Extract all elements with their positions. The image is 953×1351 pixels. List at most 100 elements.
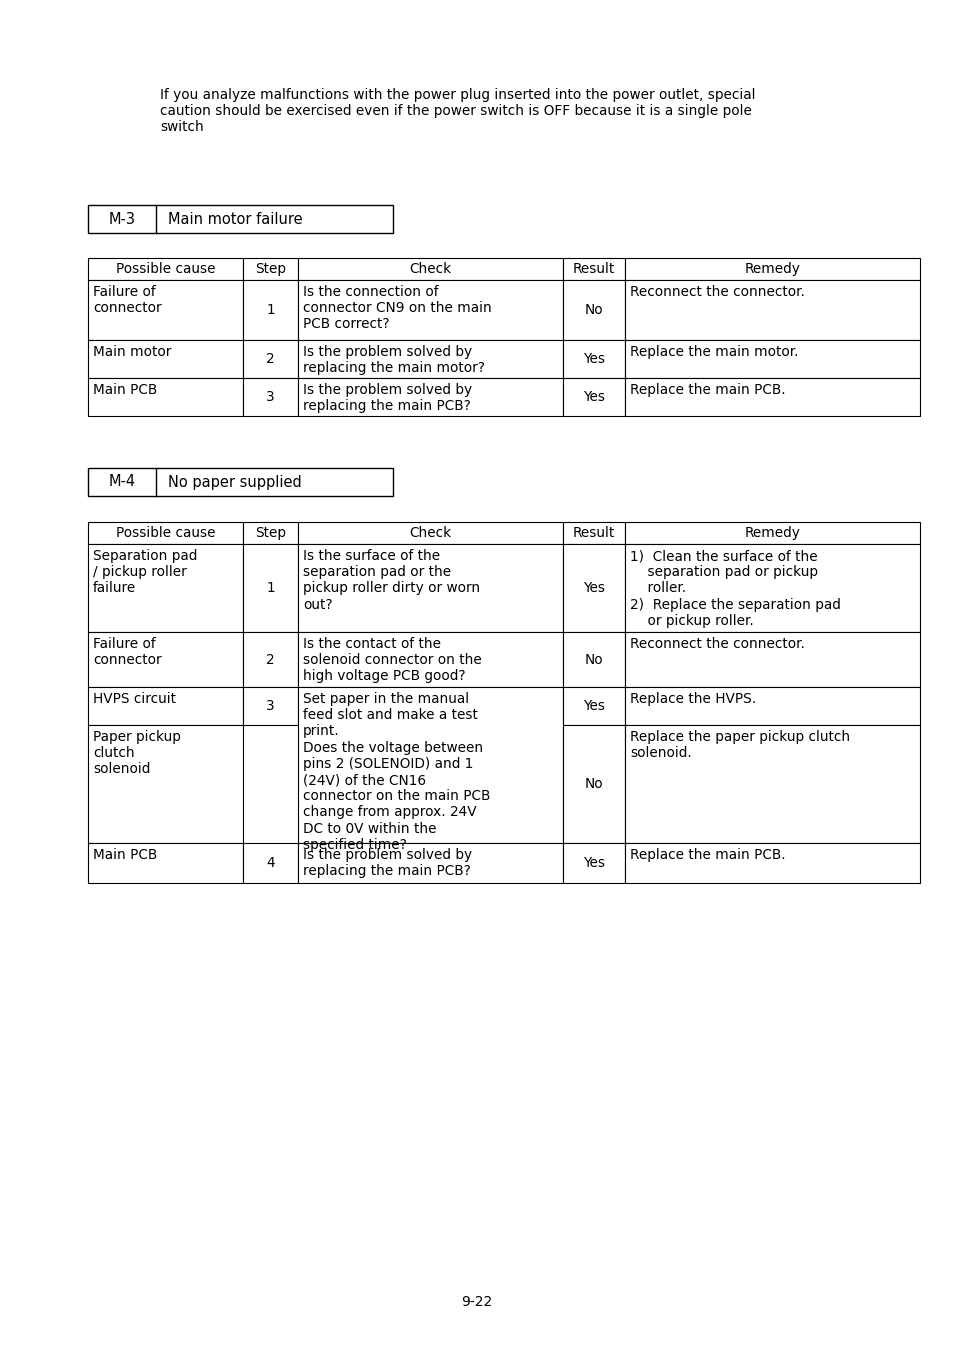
Text: Separation pad
/ pickup roller
failure: Separation pad / pickup roller failure	[92, 549, 197, 596]
Text: 4: 4	[266, 857, 274, 870]
Bar	[562, 340, 624, 378]
Text: Step: Step	[254, 262, 286, 276]
Text: Is the problem solved by
replacing the main PCB?: Is the problem solved by replacing the m…	[303, 848, 472, 878]
Text: Check: Check	[409, 262, 451, 276]
Bar	[562, 544, 624, 632]
Bar	[297, 632, 562, 688]
Bar	[297, 544, 562, 632]
Text: Is the surface of the
separation pad or the
pickup roller dirty or worn
out?: Is the surface of the separation pad or …	[303, 549, 479, 612]
Text: 1: 1	[266, 303, 274, 317]
Bar	[88, 340, 243, 378]
Text: Main PCB: Main PCB	[92, 382, 157, 397]
Text: Main motor failure: Main motor failure	[168, 212, 302, 227]
Bar	[243, 340, 297, 378]
Text: Is the problem solved by
replacing the main motor?: Is the problem solved by replacing the m…	[303, 345, 484, 376]
Bar	[562, 258, 624, 280]
Text: Result: Result	[572, 526, 615, 540]
Text: Yes: Yes	[582, 353, 604, 366]
Text: 9-22: 9-22	[461, 1296, 492, 1309]
Bar	[88, 843, 243, 884]
Text: Main motor: Main motor	[92, 345, 172, 359]
Text: Is the problem solved by
replacing the main PCB?: Is the problem solved by replacing the m…	[303, 382, 472, 413]
Text: Possible cause: Possible cause	[115, 262, 215, 276]
Bar	[624, 340, 919, 378]
Bar	[88, 258, 243, 280]
Text: M-3: M-3	[109, 212, 135, 227]
Text: Yes: Yes	[582, 698, 604, 713]
Text: No: No	[584, 303, 602, 317]
Text: 1)  Clean the surface of the
    separation pad or pickup
    roller.
2)  Replac: 1) Clean the surface of the separation p…	[629, 549, 840, 628]
Bar	[297, 280, 562, 340]
Bar	[297, 378, 562, 416]
Bar	[243, 688, 297, 725]
Text: Result: Result	[572, 262, 615, 276]
Bar	[88, 280, 243, 340]
Bar	[624, 688, 919, 725]
Text: Possible cause: Possible cause	[115, 526, 215, 540]
Text: Remedy: Remedy	[743, 262, 800, 276]
Text: Failure of
connector: Failure of connector	[92, 638, 161, 667]
Text: Replace the main motor.: Replace the main motor.	[629, 345, 798, 359]
Text: 2: 2	[266, 653, 274, 666]
Text: Yes: Yes	[582, 581, 604, 594]
Text: Replace the main PCB.: Replace the main PCB.	[629, 382, 785, 397]
Bar	[624, 378, 919, 416]
Bar	[243, 544, 297, 632]
Bar	[562, 521, 624, 544]
Text: Failure of
connector: Failure of connector	[92, 285, 161, 315]
Bar	[243, 378, 297, 416]
Text: Paper pickup
clutch
solenoid: Paper pickup clutch solenoid	[92, 730, 181, 777]
Bar	[243, 258, 297, 280]
Text: Yes: Yes	[582, 390, 604, 404]
Bar	[243, 632, 297, 688]
Bar	[88, 632, 243, 688]
Bar	[88, 688, 243, 725]
Text: 2: 2	[266, 353, 274, 366]
Bar	[562, 378, 624, 416]
Bar	[297, 258, 562, 280]
Text: M-4: M-4	[109, 474, 135, 489]
Text: Replace the HVPS.: Replace the HVPS.	[629, 692, 756, 707]
Text: Main PCB: Main PCB	[92, 848, 157, 862]
Bar	[243, 521, 297, 544]
Text: Remedy: Remedy	[743, 526, 800, 540]
Bar	[297, 521, 562, 544]
Text: No: No	[584, 653, 602, 666]
Bar	[624, 258, 919, 280]
Bar	[624, 843, 919, 884]
Text: Replace the paper pickup clutch
solenoid.: Replace the paper pickup clutch solenoid…	[629, 730, 849, 761]
Text: Is the contact of the
solenoid connector on the
high voltage PCB good?: Is the contact of the solenoid connector…	[303, 638, 481, 684]
Text: 3: 3	[266, 698, 274, 713]
Bar	[297, 340, 562, 378]
Text: 1: 1	[266, 581, 274, 594]
Bar	[624, 280, 919, 340]
Text: If you analyze malfunctions with the power plug inserted into the power outlet, : If you analyze malfunctions with the pow…	[160, 88, 755, 101]
Bar	[562, 632, 624, 688]
Text: Reconnect the connector.: Reconnect the connector.	[629, 638, 804, 651]
Text: switch: switch	[160, 120, 204, 134]
Bar	[243, 843, 297, 884]
Bar	[624, 544, 919, 632]
Bar	[297, 843, 562, 884]
Bar	[297, 688, 562, 843]
Bar	[88, 467, 393, 496]
Text: Set paper in the manual
feed slot and make a test
print.
Does the voltage betwee: Set paper in the manual feed slot and ma…	[303, 692, 490, 851]
Bar	[88, 521, 243, 544]
Bar	[243, 280, 297, 340]
Bar	[624, 521, 919, 544]
Text: Replace the main PCB.: Replace the main PCB.	[629, 848, 785, 862]
Text: Check: Check	[409, 526, 451, 540]
Bar	[88, 544, 243, 632]
Text: Step: Step	[254, 526, 286, 540]
Bar	[624, 725, 919, 843]
Bar	[562, 280, 624, 340]
Text: Yes: Yes	[582, 857, 604, 870]
Bar	[562, 843, 624, 884]
Bar	[562, 725, 624, 843]
Bar	[562, 688, 624, 725]
Bar	[624, 632, 919, 688]
Bar	[88, 205, 393, 232]
Text: No paper supplied: No paper supplied	[168, 474, 301, 489]
Text: No: No	[584, 777, 602, 790]
Bar	[88, 725, 243, 843]
